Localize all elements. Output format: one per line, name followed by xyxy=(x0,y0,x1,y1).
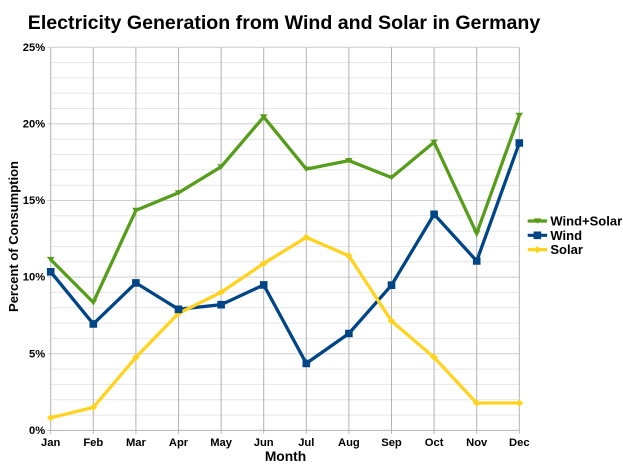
svg-text:Solar: Solar xyxy=(550,242,583,257)
svg-text:Jan: Jan xyxy=(41,437,60,449)
svg-text:20%: 20% xyxy=(23,118,45,130)
svg-text:0%: 0% xyxy=(29,425,45,437)
svg-text:25%: 25% xyxy=(23,42,45,54)
svg-text:Jun: Jun xyxy=(254,437,274,449)
svg-text:Nov: Nov xyxy=(466,437,488,449)
svg-text:Jul: Jul xyxy=(298,437,314,449)
svg-text:5%: 5% xyxy=(29,348,45,360)
svg-text:10%: 10% xyxy=(23,272,45,284)
svg-text:Percent of Consumption: Percent of Consumption xyxy=(6,161,21,312)
svg-text:Dec: Dec xyxy=(509,437,530,449)
svg-text:Aug: Aug xyxy=(338,437,360,449)
svg-text:Wind: Wind xyxy=(550,228,582,243)
svg-text:Sep: Sep xyxy=(381,437,402,449)
svg-text:Apr: Apr xyxy=(169,437,189,449)
svg-text:15%: 15% xyxy=(23,195,45,207)
svg-text:Wind+Solar: Wind+Solar xyxy=(550,214,622,229)
svg-text:Feb: Feb xyxy=(83,437,103,449)
svg-text:Month: Month xyxy=(265,449,306,464)
svg-text:May: May xyxy=(210,437,233,449)
svg-text:Electricity Generation from Wi: Electricity Generation from Wind and Sol… xyxy=(28,12,541,34)
svg-text:Mar: Mar xyxy=(126,437,147,449)
svg-text:Oct: Oct xyxy=(425,437,444,449)
